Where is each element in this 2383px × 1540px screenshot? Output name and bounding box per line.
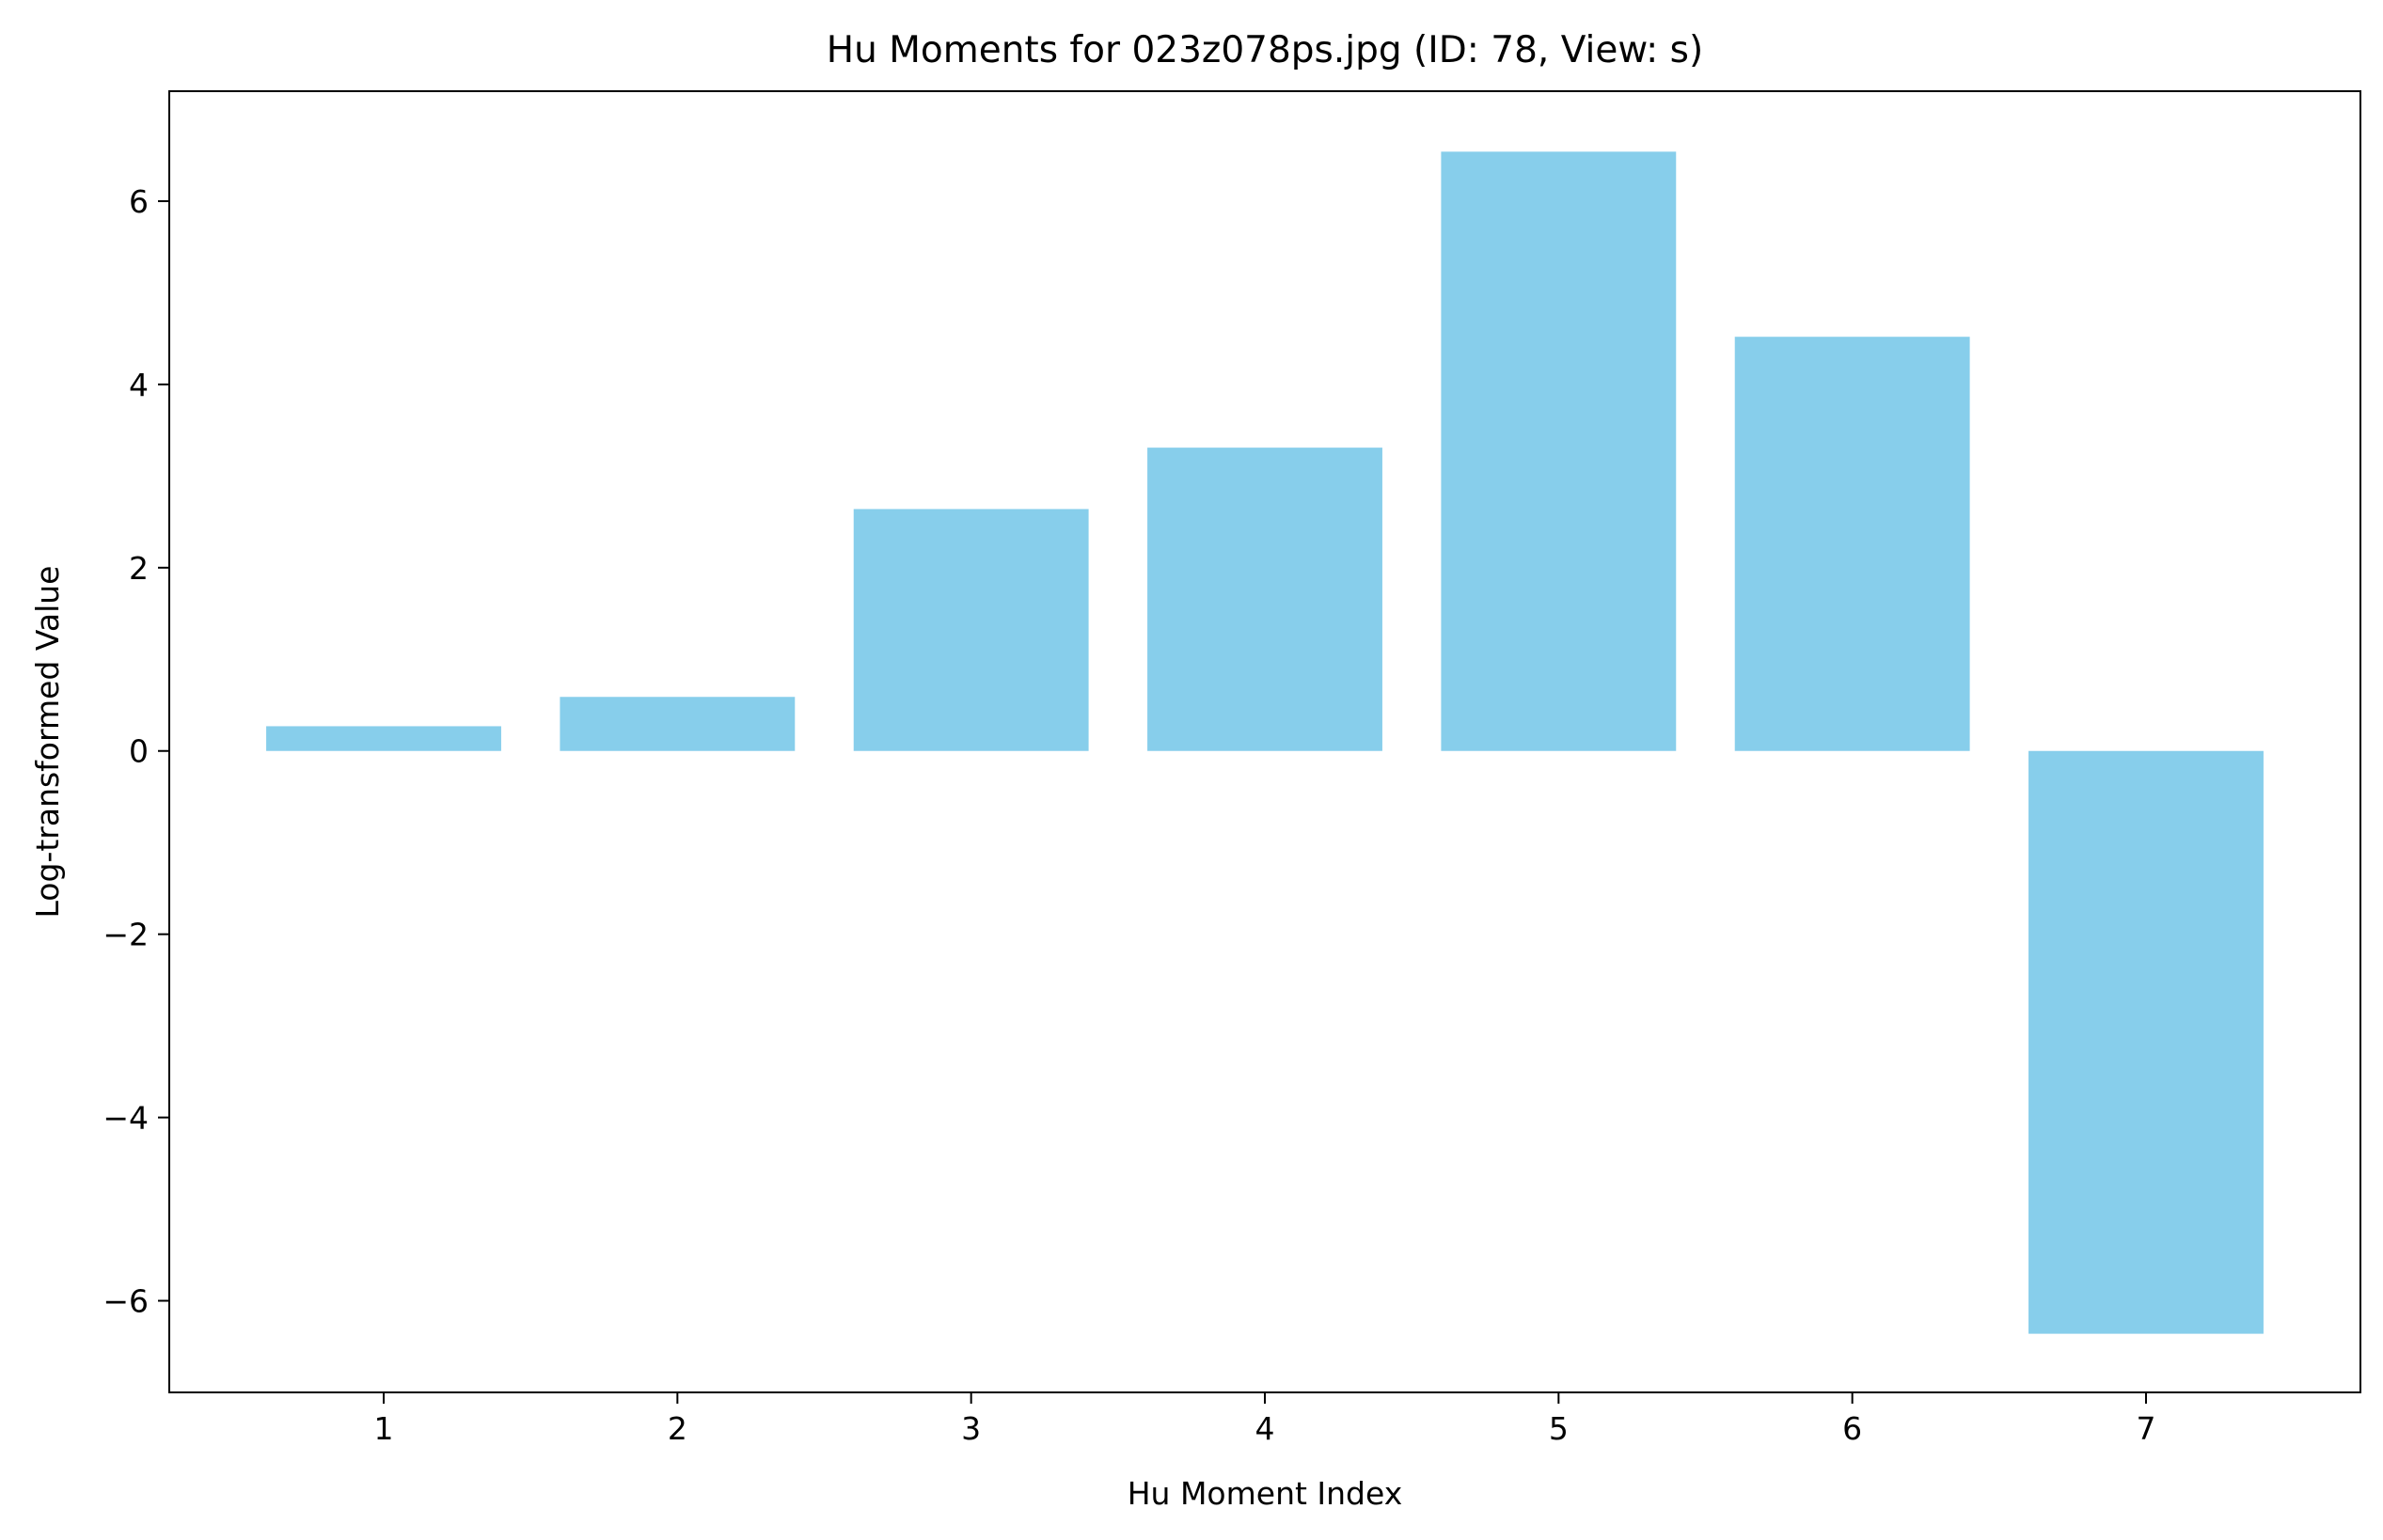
bars-group [266, 151, 2264, 1334]
x-tick-label: 6 [1842, 1410, 1862, 1447]
x-tick-label: 3 [961, 1410, 981, 1447]
bar-2 [560, 697, 796, 751]
y-tick-label: −2 [103, 917, 149, 953]
x-axis-ticks: 1 2 3 4 5 6 7 [374, 1392, 2155, 1447]
y-tick-label: 0 [129, 733, 149, 770]
bar-1 [266, 726, 501, 751]
bar-4 [1147, 448, 1382, 751]
y-tick-label: 2 [129, 550, 149, 587]
x-tick-label: 4 [1255, 1410, 1275, 1447]
x-tick-label: 1 [374, 1410, 394, 1447]
x-tick-label: 2 [668, 1410, 687, 1447]
x-tick-label: 5 [1549, 1410, 1569, 1447]
bar-5 [1441, 151, 1677, 751]
plot-frame [168, 90, 2361, 1393]
x-axis-label: Hu Moment Index [1128, 1475, 1403, 1512]
bar-3 [853, 509, 1089, 751]
bar-7 [2028, 750, 2264, 1334]
x-tick-label: 7 [2136, 1410, 2155, 1447]
y-tick-label: 4 [129, 367, 149, 403]
bar-6 [1734, 337, 1970, 751]
y-axis-ticks: 6 4 2 0 −2 −4 −6 [103, 183, 169, 1320]
y-tick-label: −6 [103, 1283, 149, 1320]
y-tick-label: 6 [129, 183, 149, 220]
chart-title: Hu Moments for 023z078ps.jpg (ID: 78, Vi… [827, 29, 1703, 71]
y-tick-label: −4 [103, 1100, 149, 1137]
y-axis-label: Log-transformed Value [29, 566, 66, 919]
